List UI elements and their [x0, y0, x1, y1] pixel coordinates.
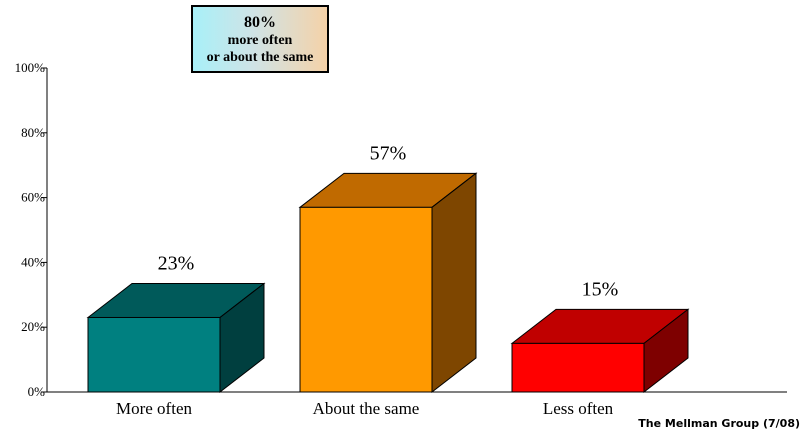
bar: [87, 316, 221, 393]
y-tick-label: 20%: [21, 319, 45, 334]
summary-callout: 80% more often or about the same: [191, 5, 329, 73]
category-label: About the same: [313, 399, 420, 418]
callout-value: 80%: [244, 13, 276, 31]
y-tick-label: 60%: [21, 190, 45, 205]
bar-side: [431, 172, 477, 394]
callout-line-2: or about the same: [206, 49, 314, 65]
y-tick-label: 100%: [15, 60, 46, 75]
y-tick-label: 0%: [28, 384, 46, 399]
data-label: 15%: [582, 278, 619, 300]
y-tick-label: 40%: [21, 254, 45, 269]
category-label: More often: [116, 399, 193, 418]
category-label: Less often: [543, 399, 614, 418]
callout-line-1: more often: [227, 32, 293, 48]
data-label: 57%: [370, 142, 407, 164]
source-credit: The Mellman Group (7/08): [638, 417, 800, 430]
data-label: 23%: [158, 252, 195, 274]
bar: [511, 342, 645, 393]
bar: [299, 206, 433, 393]
y-tick-label: 80%: [21, 125, 45, 140]
